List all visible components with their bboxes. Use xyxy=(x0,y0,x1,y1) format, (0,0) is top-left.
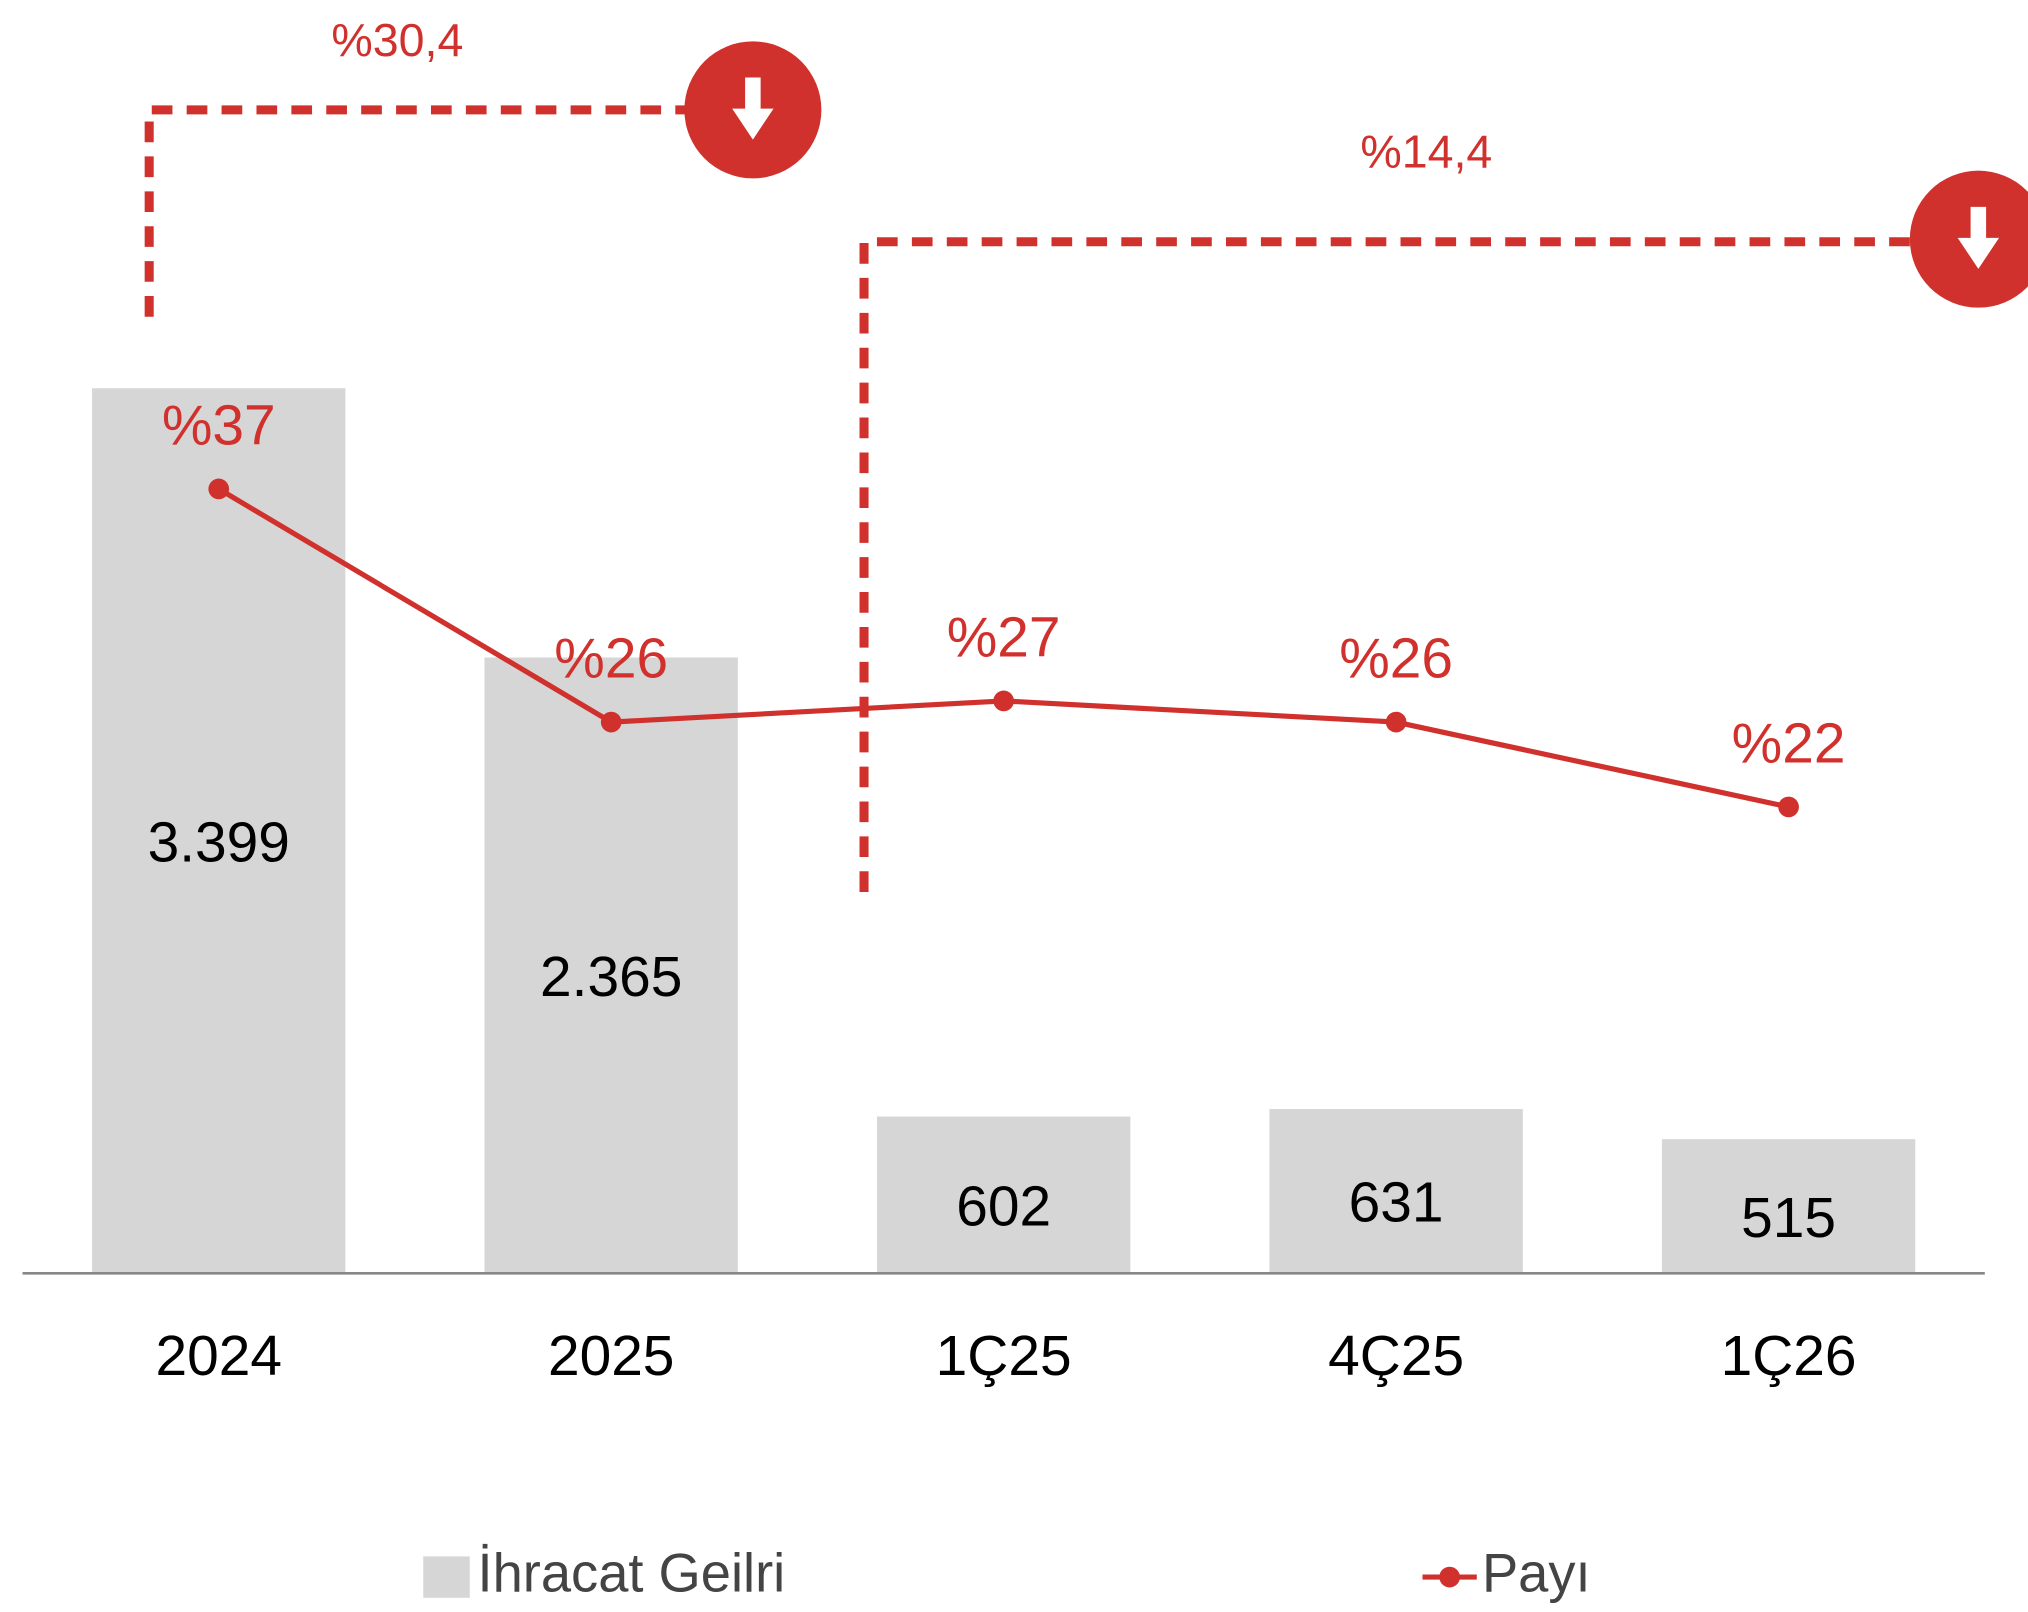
share-value-label: %27 xyxy=(947,606,1061,669)
share-point xyxy=(1778,796,1799,818)
bar-value-label: 2.365 xyxy=(540,946,682,1009)
bracket-line xyxy=(859,237,1914,892)
x-tick-label: 1Ç25 xyxy=(936,1325,1072,1388)
annotation: %30,4 xyxy=(331,14,463,66)
x-tick-label: 4Ç25 xyxy=(1328,1325,1464,1388)
legend-label: İhracat Geilri xyxy=(478,1542,786,1603)
x-tick-label: 2024 xyxy=(155,1325,281,1388)
bar-value-label: 602 xyxy=(956,1175,1051,1238)
bar xyxy=(876,1116,1131,1274)
x-tick-label: 2025 xyxy=(548,1325,675,1388)
bracket-line xyxy=(144,105,686,317)
bar xyxy=(484,657,738,1274)
arrow-icon xyxy=(684,41,2028,308)
bar-value-label: 631 xyxy=(1349,1172,1444,1235)
bracket xyxy=(144,105,1914,892)
annotation: %14,4 xyxy=(1360,125,1492,177)
share-value-label: %37 xyxy=(162,394,276,457)
legend-label: Payı xyxy=(1482,1542,1591,1603)
share-point xyxy=(993,690,1014,712)
share-point xyxy=(600,711,622,733)
arrow xyxy=(732,77,774,140)
bar xyxy=(1269,1109,1523,1274)
share-value-label: %26 xyxy=(1339,628,1453,691)
share-value-label: %26 xyxy=(554,628,668,691)
share-point xyxy=(1385,711,1407,733)
legend-swatch xyxy=(1439,1566,1460,1588)
x-tick-label: 1Ç26 xyxy=(1721,1325,1857,1388)
legend-swatch xyxy=(423,1556,470,1598)
bar xyxy=(1661,1139,1916,1274)
bar-value-label: 515 xyxy=(1741,1187,1836,1250)
bar-value-label: 3.399 xyxy=(148,811,290,874)
bar xyxy=(92,388,346,1274)
share-value-label: %22 xyxy=(1732,712,1846,775)
share-point xyxy=(208,478,230,500)
